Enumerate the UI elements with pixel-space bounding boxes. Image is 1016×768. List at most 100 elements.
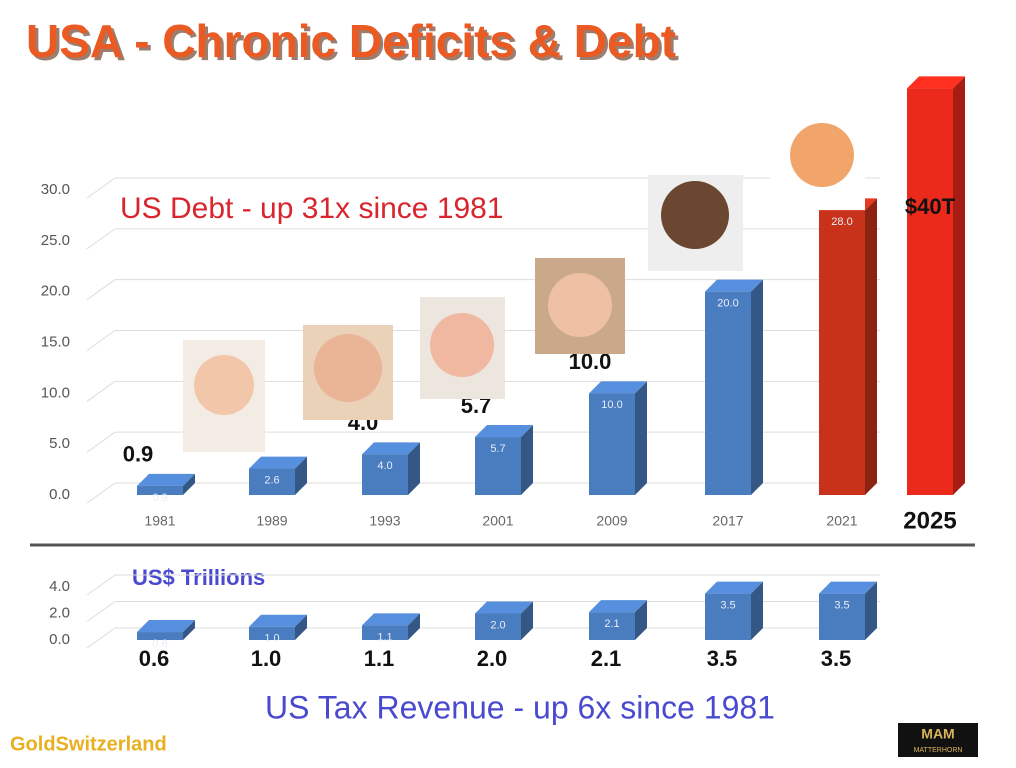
y-tick-label: 25.0 [41, 232, 70, 249]
bar-side [635, 381, 647, 495]
chart-title: USA - Chronic Deficits & Debt [26, 15, 676, 67]
bar-side [183, 620, 195, 640]
bar-side [408, 442, 420, 495]
bar-label: 2.6 [264, 474, 279, 486]
grid-line [86, 574, 880, 596]
bar-top [589, 600, 647, 613]
bar [362, 625, 408, 640]
value-label: 1.1 [364, 646, 395, 671]
bar-top [137, 620, 195, 633]
bar-side [295, 456, 307, 495]
bar-side [865, 198, 877, 496]
bar-label: 2.1 [604, 618, 619, 630]
y-tick-label: 0.0 [49, 631, 70, 648]
y-tick-label: 20.0 [41, 283, 70, 300]
bar-label: 2.0 [490, 619, 505, 631]
subtitle: US$ Trillions [132, 565, 265, 590]
bar [137, 632, 183, 640]
portrait-face [430, 313, 494, 377]
x-tick-label: 2009 [596, 513, 627, 529]
y-tick-label: 10.0 [41, 384, 70, 401]
bar-top [705, 581, 763, 594]
bar-label: 3.5 [834, 600, 849, 612]
bar-label: 1.1 [377, 631, 392, 643]
x-tick-label: 1993 [369, 513, 400, 529]
bar-label: 20.0 [717, 298, 738, 310]
bar [589, 612, 635, 640]
bar-top [907, 76, 965, 89]
bar [249, 468, 295, 495]
portrait-face [790, 123, 854, 187]
bar-side [751, 279, 763, 495]
bar-side [521, 601, 533, 640]
bar [705, 593, 751, 640]
logo-mark: MAM [921, 726, 954, 742]
portrait-face [194, 355, 254, 415]
bar-side [635, 600, 647, 640]
bar [907, 88, 953, 495]
x-tick-label: 1989 [256, 513, 287, 529]
value-label: 2.1 [591, 646, 622, 671]
value-label: 0.9 [123, 442, 154, 467]
source: GoldSwitzerland [10, 733, 167, 755]
bar-top [137, 473, 195, 486]
bar [362, 454, 408, 495]
bar-top [475, 601, 533, 614]
grid-line [86, 228, 880, 250]
value-label: 3.5 [821, 646, 852, 671]
portrait-face [548, 273, 612, 337]
x-tick-label: 2001 [482, 513, 513, 529]
bar-side [295, 614, 307, 640]
bar-top [362, 613, 420, 626]
portrait-face [661, 181, 729, 249]
logo-text: MATTERHORN [914, 747, 963, 754]
title-shadow: USA - Chronic Deficits & Debt [29, 18, 679, 70]
grid-line [86, 177, 880, 199]
y-tick-label: 30.0 [41, 181, 70, 198]
bar-top [249, 614, 307, 627]
y-tick-label: 0.0 [49, 486, 70, 503]
bar-top [249, 456, 307, 469]
annotation: US Debt - up 31x since 1981 [120, 192, 504, 225]
bar [137, 485, 183, 495]
value-label: 2.0 [477, 646, 508, 671]
bar-label: 5.7 [490, 443, 505, 455]
bar-side [408, 613, 420, 640]
bar-label: 28.0 [831, 216, 852, 228]
y-tick-label: 2.0 [49, 604, 70, 621]
y-tick-label: 15.0 [41, 333, 70, 350]
x-tick-label: 2021 [826, 513, 857, 529]
y-tick-label: 4.0 [49, 578, 70, 595]
bar-label: 0.9 [152, 492, 167, 504]
value-label: 0.6 [139, 646, 170, 671]
bar-label: 10.0 [601, 399, 622, 411]
bar-side [751, 581, 763, 640]
bar [705, 291, 751, 495]
bar [819, 593, 865, 640]
bar [819, 210, 865, 496]
bar-side [521, 425, 533, 495]
bar-top [819, 581, 877, 594]
bar [475, 613, 521, 640]
bar-side [865, 581, 877, 640]
bar-top [589, 381, 647, 394]
bar [589, 393, 635, 495]
value-label: 3.5 [707, 646, 738, 671]
bar-label: 4.0 [377, 460, 392, 472]
portraits [183, 118, 865, 452]
x-tick-label: 2025 [903, 507, 956, 534]
value-label: 1.0 [251, 646, 282, 671]
portrait-face [314, 334, 382, 402]
bar-side [953, 76, 965, 495]
bar-side [183, 473, 195, 495]
bar-top [705, 279, 763, 292]
value-label: $40T [905, 194, 956, 219]
annotation: US Tax Revenue - up 6x since 1981 [265, 689, 775, 725]
y-tick-label: 5.0 [49, 435, 70, 452]
bar [249, 626, 295, 640]
bar [475, 437, 521, 495]
logo [898, 723, 978, 757]
bar-top [475, 425, 533, 438]
